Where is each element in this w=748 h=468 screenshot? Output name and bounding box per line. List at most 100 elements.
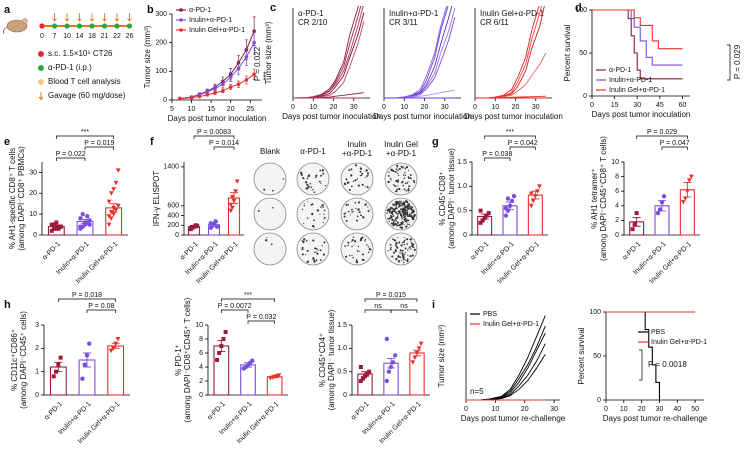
spot: [305, 253, 307, 255]
spot: [358, 211, 361, 214]
y-axis-label: % AH1-specific CD8⁺ T cells: [8, 148, 17, 249]
chart: 0 50 100 0 15 30 45 60 Percent survival Days post…: [563, 7, 742, 119]
point: [108, 210, 114, 215]
spot: [402, 184, 405, 187]
bar: [213, 345, 230, 396]
legend-icon: [38, 65, 44, 71]
y-tick-label: 0: [199, 392, 203, 399]
point: [478, 208, 483, 213]
y-axis-label: IFN-γ ELISPOT: [152, 171, 161, 227]
bracket: [55, 157, 86, 161]
x-axis-label: Days post tumor inoculation: [592, 110, 691, 119]
spot: [390, 179, 392, 181]
spot: [406, 182, 409, 184]
spot: [389, 244, 392, 246]
point: [113, 180, 119, 186]
spot: [366, 244, 368, 246]
point: [85, 214, 90, 219]
point: [80, 376, 85, 381]
bracket: [484, 135, 536, 139]
spot: [407, 189, 410, 192]
spot: [347, 204, 349, 206]
y-axis-label: (among DAPI⁻ tumor tissue): [327, 309, 336, 410]
point: [528, 191, 534, 197]
spot: [408, 169, 410, 171]
spot: [410, 241, 412, 243]
annotation: ns: [374, 303, 382, 310]
spot: [356, 219, 358, 222]
survival-curve: [606, 311, 661, 400]
point: [80, 211, 85, 217]
spot: [321, 245, 323, 247]
y-tick-label: 1.5: [337, 322, 347, 329]
y-axis-label: Percent survival: [563, 24, 572, 81]
spot: [399, 212, 401, 214]
spot: [405, 221, 408, 223]
spot: [403, 188, 406, 191]
chart: 0 10 20 30 Tumor size (mm³) Days post tumor r…: [437, 311, 566, 423]
annotation: P = 0.015: [376, 292, 406, 299]
point: [480, 218, 485, 223]
spot: [400, 259, 402, 261]
spot: [392, 183, 394, 185]
point: [230, 205, 235, 211]
spot: [354, 240, 357, 243]
gavage-arrow: [89, 13, 95, 22]
spot: [409, 174, 412, 176]
y-tick-label: 8: [615, 173, 619, 180]
point: [221, 337, 226, 341]
y-tick-label: 4: [615, 203, 619, 210]
spot: [309, 183, 312, 185]
spot: [263, 188, 266, 191]
spot: [356, 178, 359, 180]
spot: [351, 208, 353, 211]
timeline-day: [101, 23, 108, 29]
spot: [412, 209, 415, 211]
bar: [409, 352, 425, 396]
y-axis-label: (among DAPI⁻CD8⁺CD45⁺ T cells): [183, 297, 192, 422]
y-tick-label: 3: [35, 322, 39, 329]
point: [113, 207, 119, 213]
y-tick-label: 0.5: [457, 208, 467, 215]
spot: [410, 208, 413, 211]
spot: [404, 174, 407, 177]
spot: [302, 177, 305, 179]
y-tick-label: 100: [575, 7, 587, 14]
spot: [399, 252, 401, 254]
bracket: [639, 349, 643, 381]
spot: [407, 204, 410, 206]
spot: [306, 177, 309, 180]
point: [228, 202, 234, 208]
spot: [406, 223, 409, 225]
bracket: [220, 298, 276, 302]
y-tick-label: 100: [155, 68, 167, 75]
x-axis-label: Days post tumor inoculation: [282, 112, 381, 121]
x-tick-label: 20: [638, 406, 646, 413]
timeline-day: [89, 23, 95, 29]
x-tick-label: 45: [656, 102, 664, 109]
day-label: 14: [76, 33, 84, 40]
y-tick-label: 1.5: [457, 159, 467, 166]
legend-label: Inulin Gel+α-PD-1: [483, 321, 539, 328]
legend-icon: [38, 92, 44, 101]
spot: [391, 255, 394, 258]
spot: [357, 184, 360, 187]
y-tick-label: 6: [199, 350, 203, 357]
line: [179, 42, 255, 100]
chart: 0 0.5 1.0 1.5 % CD45⁺CD8⁺ (among DAPI⁻ tumor …: [438, 129, 548, 285]
spot: [395, 204, 398, 206]
spot: [394, 170, 397, 173]
y-tick-label: 1.0: [457, 183, 467, 190]
spot: [410, 178, 412, 180]
spot: [407, 180, 409, 182]
legend-label: α-PD-1: [189, 7, 211, 14]
well: [253, 232, 287, 266]
chart-title: Inulin Gel+α-PD-1: [480, 9, 545, 18]
mouse-body: [6, 19, 28, 33]
spot: [396, 167, 398, 169]
point: [231, 198, 237, 204]
x-tick-label: 5: [170, 106, 174, 113]
x-tick-label: 60: [679, 102, 687, 109]
spot: [394, 219, 396, 221]
point: [414, 351, 420, 356]
